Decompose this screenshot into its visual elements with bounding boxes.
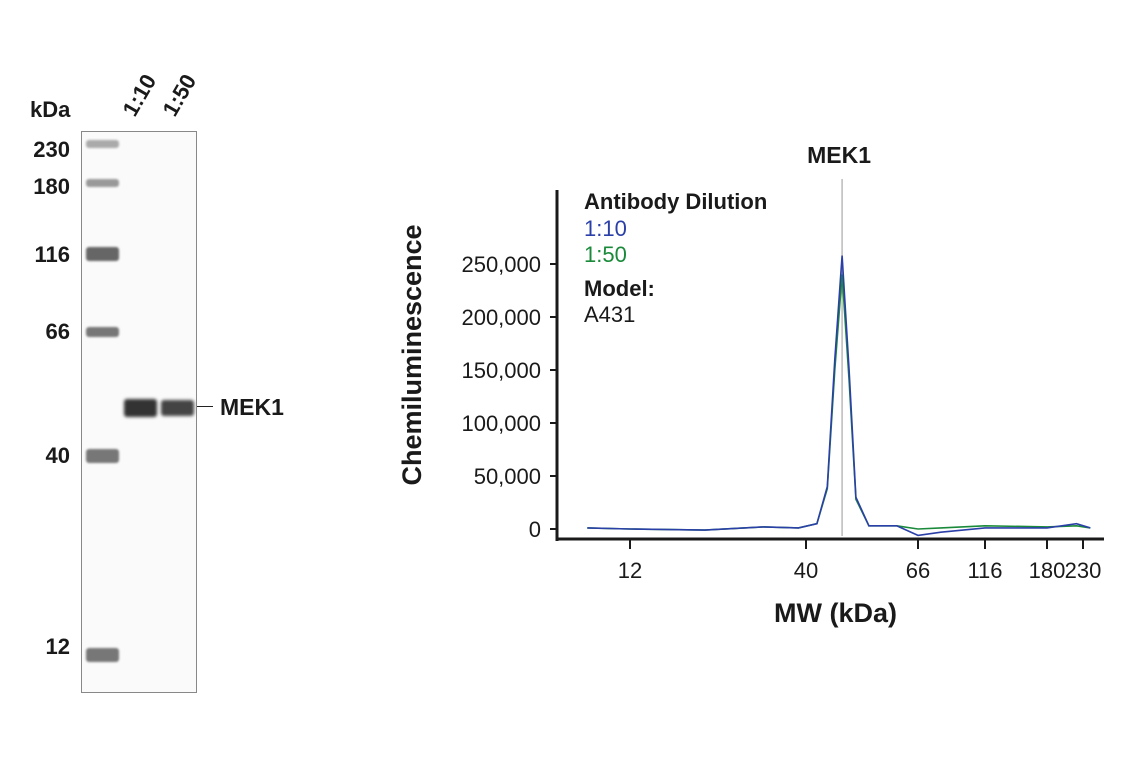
marker-label: 12 [45, 634, 70, 659]
x-axis-title: MW (kDa) [774, 598, 897, 628]
band-label: MEK1 [220, 394, 284, 420]
y-tick-label: 100,000 [461, 411, 541, 436]
ladder-band [86, 449, 119, 463]
x-tick-label: 40 [794, 558, 818, 583]
ladder-band [86, 179, 119, 187]
y-tick-label: 150,000 [461, 358, 541, 383]
gel-image [81, 131, 197, 693]
marker-label: 40 [45, 443, 70, 468]
legend-entry: 1:50 [584, 242, 627, 267]
marker-label: 180 [33, 174, 70, 199]
y-tick-label: 0 [529, 517, 541, 542]
model-value: A431 [584, 302, 635, 327]
mek1-band-1-10 [124, 399, 157, 417]
ladder-band [86, 327, 119, 337]
x-tick-label: 66 [906, 558, 930, 583]
x-tick-label: 180 [1029, 558, 1066, 583]
series-line-1-10 [587, 255, 1091, 537]
y-tick-label: 50,000 [474, 464, 541, 489]
x-tick-label: 116 [967, 558, 1002, 583]
x-tick-label: 230 [1065, 558, 1102, 583]
legend-title: Antibody Dilution [584, 189, 767, 214]
y-tick-label: 250,000 [461, 252, 541, 277]
ladder-band [86, 140, 119, 148]
marker-label: 116 [34, 242, 71, 267]
chart-title: MEK1 [807, 142, 871, 168]
ladder-band [86, 648, 119, 662]
y-tick-label: 200,000 [461, 305, 541, 330]
x-tick-label: 12 [618, 558, 642, 583]
band-pointer [197, 406, 213, 407]
marker-label: 230 [33, 137, 70, 162]
model-label: Model: [584, 276, 655, 301]
mek1-band-1-50 [161, 400, 194, 416]
kda-label: kDa [30, 97, 71, 122]
marker-label: 66 [45, 319, 70, 344]
legend-entry: 1:10 [584, 216, 627, 241]
y-axis-title: Chemiluminescence [397, 224, 427, 485]
ladder-band [86, 247, 119, 261]
